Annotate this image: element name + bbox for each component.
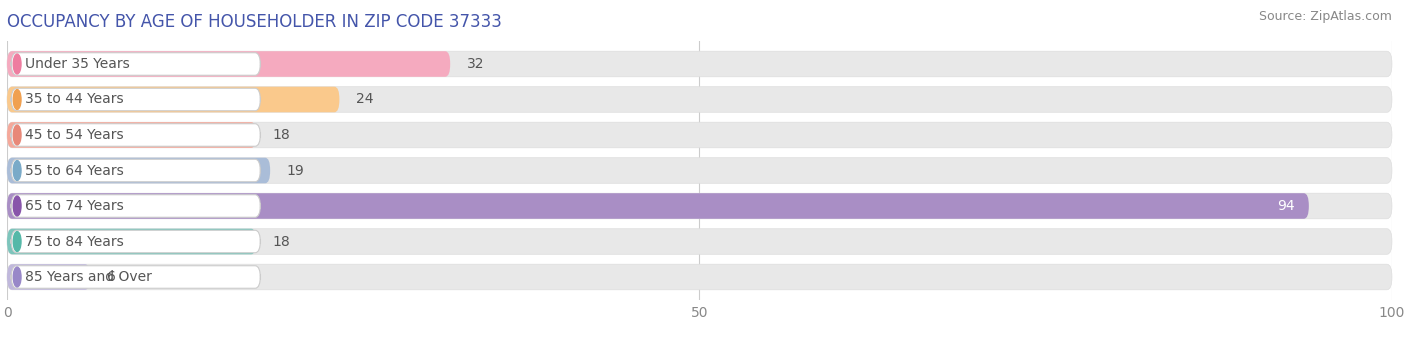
Text: Source: ZipAtlas.com: Source: ZipAtlas.com [1258,10,1392,23]
Text: 45 to 54 Years: 45 to 54 Years [25,128,124,142]
Circle shape [13,54,21,74]
Text: 24: 24 [356,92,374,106]
FancyBboxPatch shape [11,53,260,75]
FancyBboxPatch shape [7,193,1392,219]
Text: 65 to 74 Years: 65 to 74 Years [25,199,124,213]
Text: 18: 18 [273,128,291,142]
FancyBboxPatch shape [7,158,1392,183]
Text: 55 to 64 Years: 55 to 64 Years [25,163,124,178]
Text: 75 to 84 Years: 75 to 84 Years [25,235,124,249]
FancyBboxPatch shape [7,229,1392,254]
Text: 85 Years and Over: 85 Years and Over [25,270,152,284]
Circle shape [13,90,21,109]
Text: OCCUPANCY BY AGE OF HOUSEHOLDER IN ZIP CODE 37333: OCCUPANCY BY AGE OF HOUSEHOLDER IN ZIP C… [7,13,502,31]
FancyBboxPatch shape [7,51,450,77]
Text: 32: 32 [467,57,484,71]
Circle shape [13,161,21,180]
Circle shape [13,267,21,287]
FancyBboxPatch shape [7,264,90,290]
FancyBboxPatch shape [11,159,260,182]
FancyBboxPatch shape [11,124,260,146]
FancyBboxPatch shape [11,266,260,288]
Text: 18: 18 [273,235,291,249]
Text: 19: 19 [287,163,305,178]
Text: 35 to 44 Years: 35 to 44 Years [25,92,124,106]
Text: Under 35 Years: Under 35 Years [25,57,129,71]
FancyBboxPatch shape [11,195,260,217]
FancyBboxPatch shape [7,158,270,183]
Text: 6: 6 [107,270,115,284]
Text: 94: 94 [1278,199,1295,213]
Circle shape [13,232,21,251]
FancyBboxPatch shape [7,122,256,148]
FancyBboxPatch shape [7,87,339,112]
FancyBboxPatch shape [7,264,1392,290]
FancyBboxPatch shape [7,51,1392,77]
FancyBboxPatch shape [7,87,1392,112]
FancyBboxPatch shape [11,230,260,253]
FancyBboxPatch shape [7,229,256,254]
Circle shape [13,125,21,145]
Circle shape [13,196,21,216]
FancyBboxPatch shape [7,122,1392,148]
FancyBboxPatch shape [7,193,1309,219]
FancyBboxPatch shape [11,88,260,111]
